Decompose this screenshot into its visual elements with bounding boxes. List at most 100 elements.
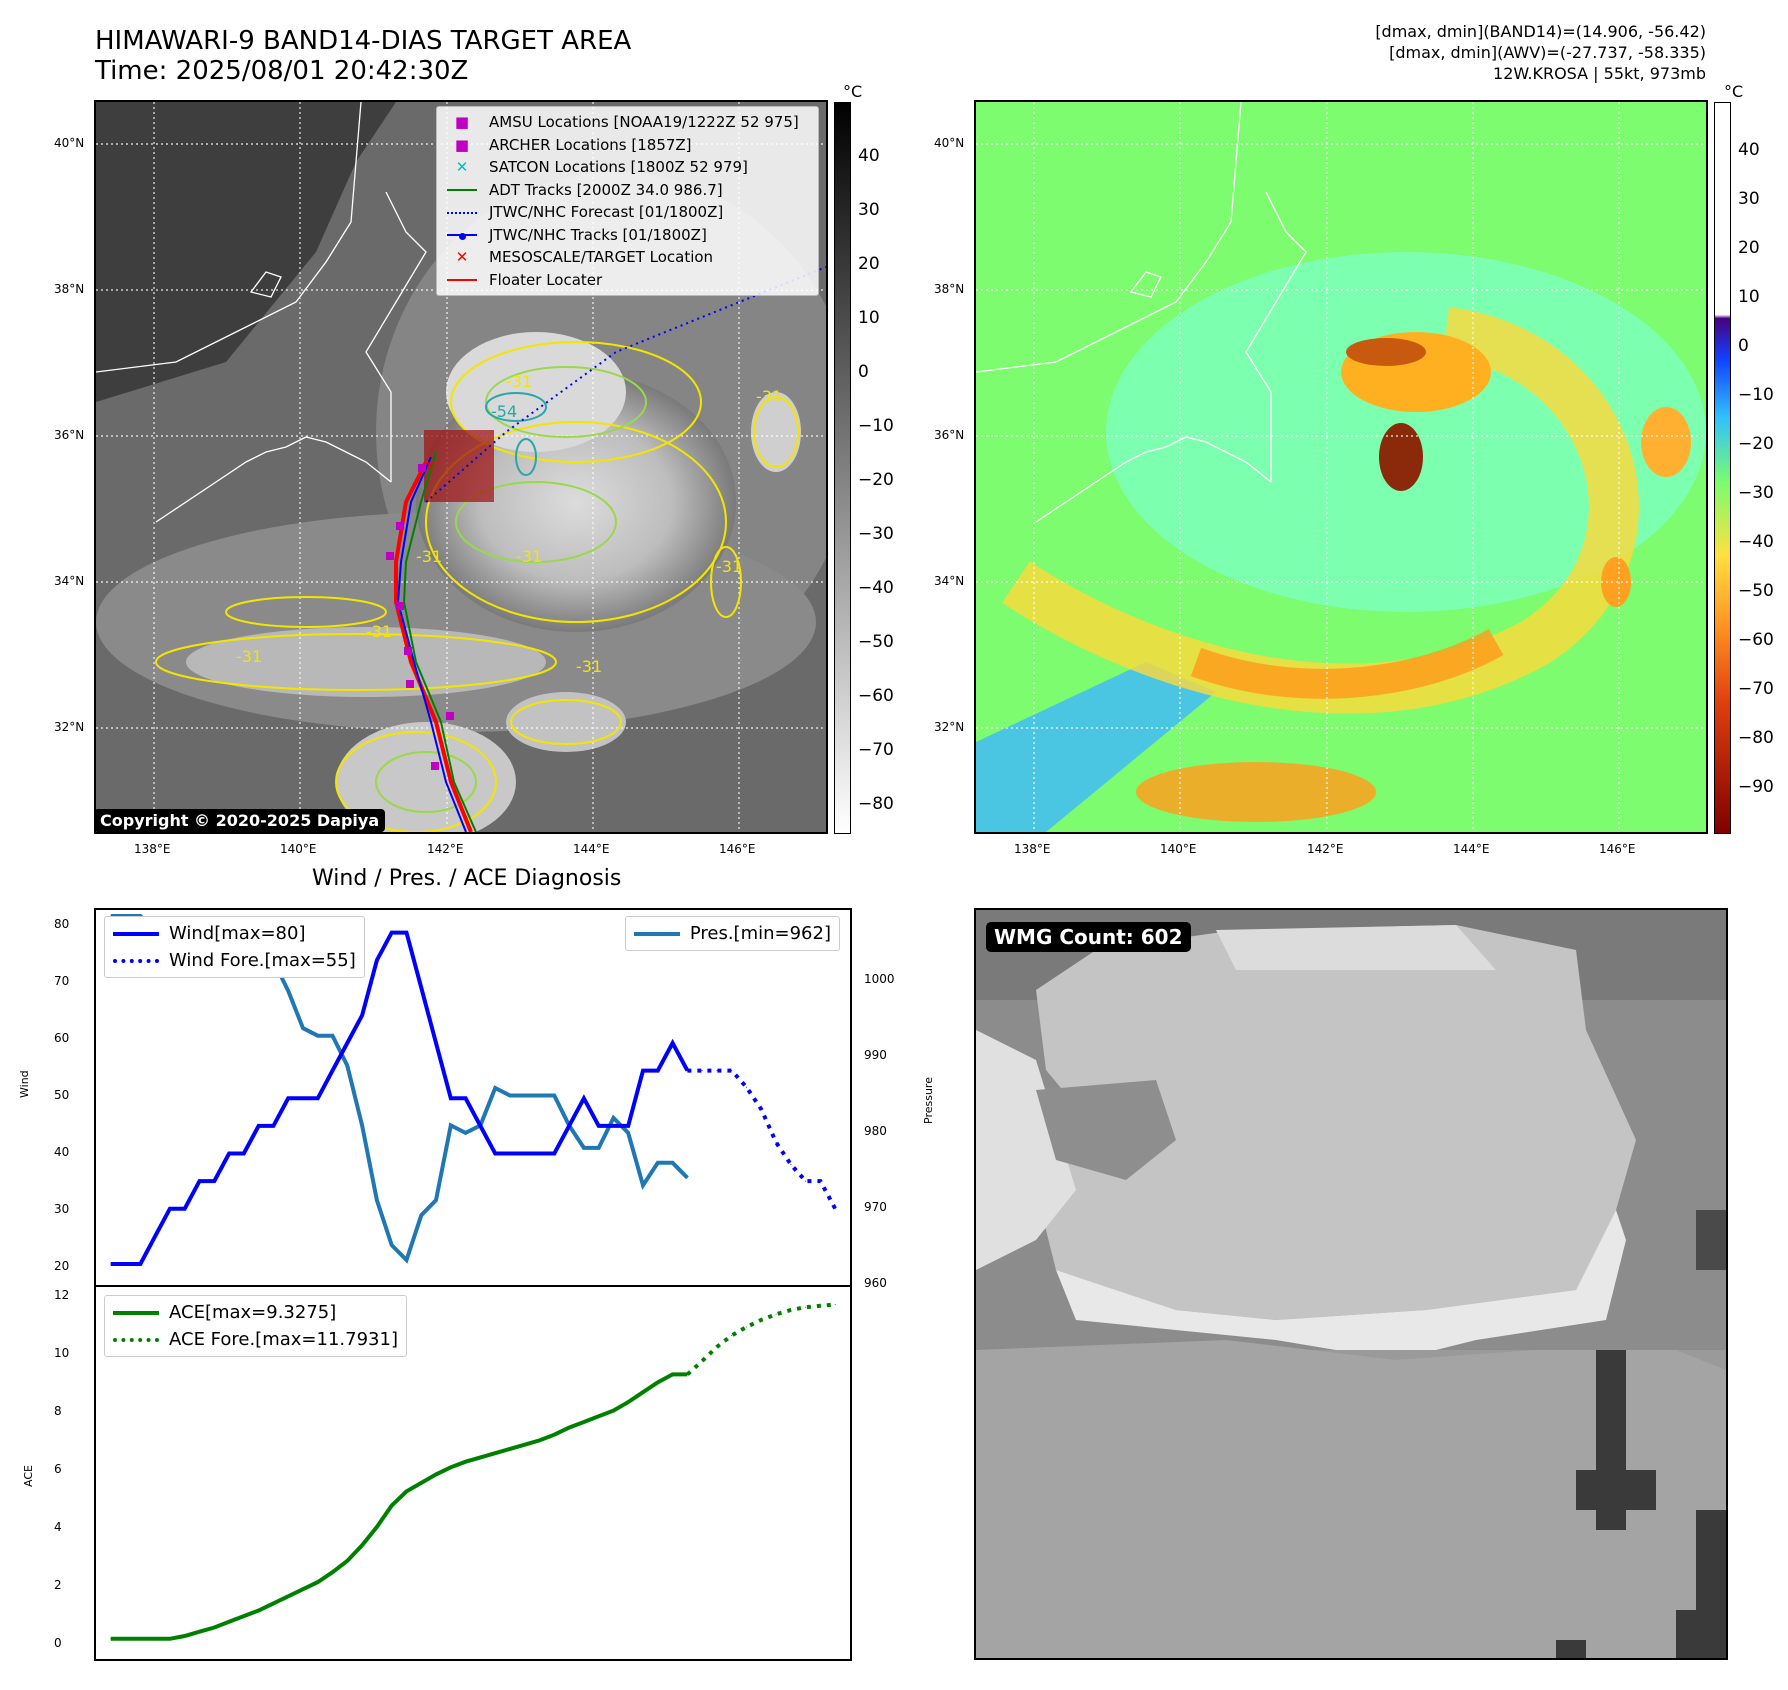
blue-line-icon xyxy=(113,931,159,936)
lon-label: 146°E xyxy=(1599,842,1636,856)
colorbar-tick: −30 xyxy=(858,524,894,544)
contour-label: -31 xyxy=(516,547,542,566)
ace-forecast-line-point xyxy=(790,1309,792,1311)
blue-line-dot-icon xyxy=(445,226,479,244)
pressure-line-point xyxy=(642,1184,644,1186)
pressure-tick: 970 xyxy=(864,1200,887,1214)
jtwc-track xyxy=(396,456,467,832)
colorbar-tick: −10 xyxy=(858,416,894,436)
wind-forecast-line-point xyxy=(760,1108,762,1110)
pressure-line-point xyxy=(376,1199,378,1201)
pressure-line-point xyxy=(553,1095,555,1096)
wind-forecast-line-point xyxy=(686,1070,688,1072)
contour-label: -31 xyxy=(506,372,532,391)
wmg-image xyxy=(976,910,1726,1658)
band14-range: [dmax, dmin](BAND14)=(14.906, -56.42) xyxy=(1375,22,1706,41)
pressure-line-point xyxy=(420,1214,422,1216)
ace-forecast-line-point xyxy=(686,1373,688,1375)
ace-line-point xyxy=(228,1621,230,1623)
wind-line-point xyxy=(317,1097,319,1099)
wind-line-point xyxy=(243,1153,245,1154)
colorbar-tick: −40 xyxy=(1738,532,1774,552)
adt-track xyxy=(402,451,477,832)
lat-label: 36°N xyxy=(54,428,85,442)
wind-line-point xyxy=(139,1263,141,1265)
ace-line-point xyxy=(598,1415,600,1417)
colorbar-tick: 10 xyxy=(858,308,880,328)
pressure-line-point xyxy=(435,1199,437,1201)
colorbar-tick: −10 xyxy=(1738,385,1774,405)
wind-line-point xyxy=(642,1070,644,1072)
wind-forecast-line-point xyxy=(819,1180,821,1182)
wind-line-point xyxy=(568,1125,570,1127)
wind-line-point xyxy=(657,1070,659,1072)
ace-line-point xyxy=(524,1444,526,1446)
wind-line-point xyxy=(420,987,422,989)
ace-forecast-line-point xyxy=(701,1360,703,1362)
mesoscale-box xyxy=(424,430,494,502)
ace-tick: 12 xyxy=(54,1288,70,1302)
pressure-line-point xyxy=(317,1035,319,1037)
wind-forecast-line-point xyxy=(805,1180,807,1182)
wind-forecast-line-point xyxy=(716,1070,718,1072)
colorbar-tick: −60 xyxy=(858,686,894,706)
pressure-line-point xyxy=(657,1162,659,1164)
wind-axis-label: Wind xyxy=(18,1070,31,1098)
lon-label: 138°E xyxy=(134,842,171,856)
blue-dotted-line-icon xyxy=(445,203,479,221)
colorbar-tick: −80 xyxy=(1738,728,1774,748)
wind-tick: 30 xyxy=(54,1202,70,1216)
wind-line-point xyxy=(332,1070,333,1072)
wind-tick: 60 xyxy=(54,1031,70,1045)
legend-item-ace: ACE[max=9.3275] xyxy=(113,1299,398,1326)
wind-line-point xyxy=(406,932,407,934)
wind-tick: 50 xyxy=(54,1088,70,1102)
green-line-icon xyxy=(445,181,479,199)
lon-label: 142°E xyxy=(1307,842,1344,856)
wind-tick: 20 xyxy=(54,1259,70,1273)
pressure-line-point xyxy=(598,1147,600,1149)
wind-tick: 80 xyxy=(54,917,70,931)
wind-forecast-line-point xyxy=(790,1164,792,1165)
legend-item-pressure: Pres.[min=962] xyxy=(633,920,831,947)
ace-line-point xyxy=(450,1466,452,1468)
ace-line-point xyxy=(184,1635,186,1637)
wind-line-point xyxy=(613,1125,614,1127)
ace-line-point xyxy=(539,1439,540,1441)
ace-forecast-line-point xyxy=(731,1335,733,1336)
wind-forecast-line-point xyxy=(775,1141,777,1143)
ace-line-point xyxy=(406,1490,407,1492)
lon-label: 146°E xyxy=(719,842,756,856)
colorbar-tick: 20 xyxy=(1738,238,1760,258)
contour-label: -54 xyxy=(491,402,517,421)
wmg-count-badge: WMG Count: 602 xyxy=(986,922,1191,952)
awv-colorbar xyxy=(1714,102,1731,834)
ace-plot xyxy=(110,1302,836,1641)
ace-line-point xyxy=(376,1526,378,1528)
ace-line-point xyxy=(627,1401,629,1403)
pressure-line-point xyxy=(509,1095,511,1096)
lat-label: 38°N xyxy=(54,282,85,296)
wind-line-point xyxy=(213,1180,215,1182)
ace-axis-label: ACE xyxy=(22,1465,35,1487)
colorbar-unit: °C xyxy=(843,82,863,101)
wind-line-point xyxy=(672,1042,674,1044)
colorbar-tick: −70 xyxy=(1738,679,1774,699)
ace-line-point xyxy=(479,1456,481,1458)
colorbar-tick: 10 xyxy=(1738,287,1760,307)
wmg-panel: WMG Count: 602 xyxy=(974,908,1728,1660)
ace-line-point xyxy=(302,1588,304,1590)
ace-line xyxy=(110,1372,688,1641)
ace-line-point xyxy=(420,1482,422,1484)
ace-forecast-line-point xyxy=(819,1305,821,1307)
colorbar-tick: −50 xyxy=(858,632,894,652)
colorbar-tick: −90 xyxy=(1738,777,1774,797)
wind-pressure-panel: Wind[max=80] Wind Fore.[max=55] Pres.[mi… xyxy=(94,908,852,1287)
wind-line-point xyxy=(465,1097,467,1099)
wind-line-point xyxy=(598,1125,600,1127)
pressure-line-point xyxy=(583,1147,585,1149)
wind-forecast-line-point xyxy=(746,1086,747,1088)
ace-tick: 4 xyxy=(54,1520,62,1534)
colorbar-tick: −50 xyxy=(1738,581,1774,601)
pressure-tick: 1000 xyxy=(864,972,895,986)
